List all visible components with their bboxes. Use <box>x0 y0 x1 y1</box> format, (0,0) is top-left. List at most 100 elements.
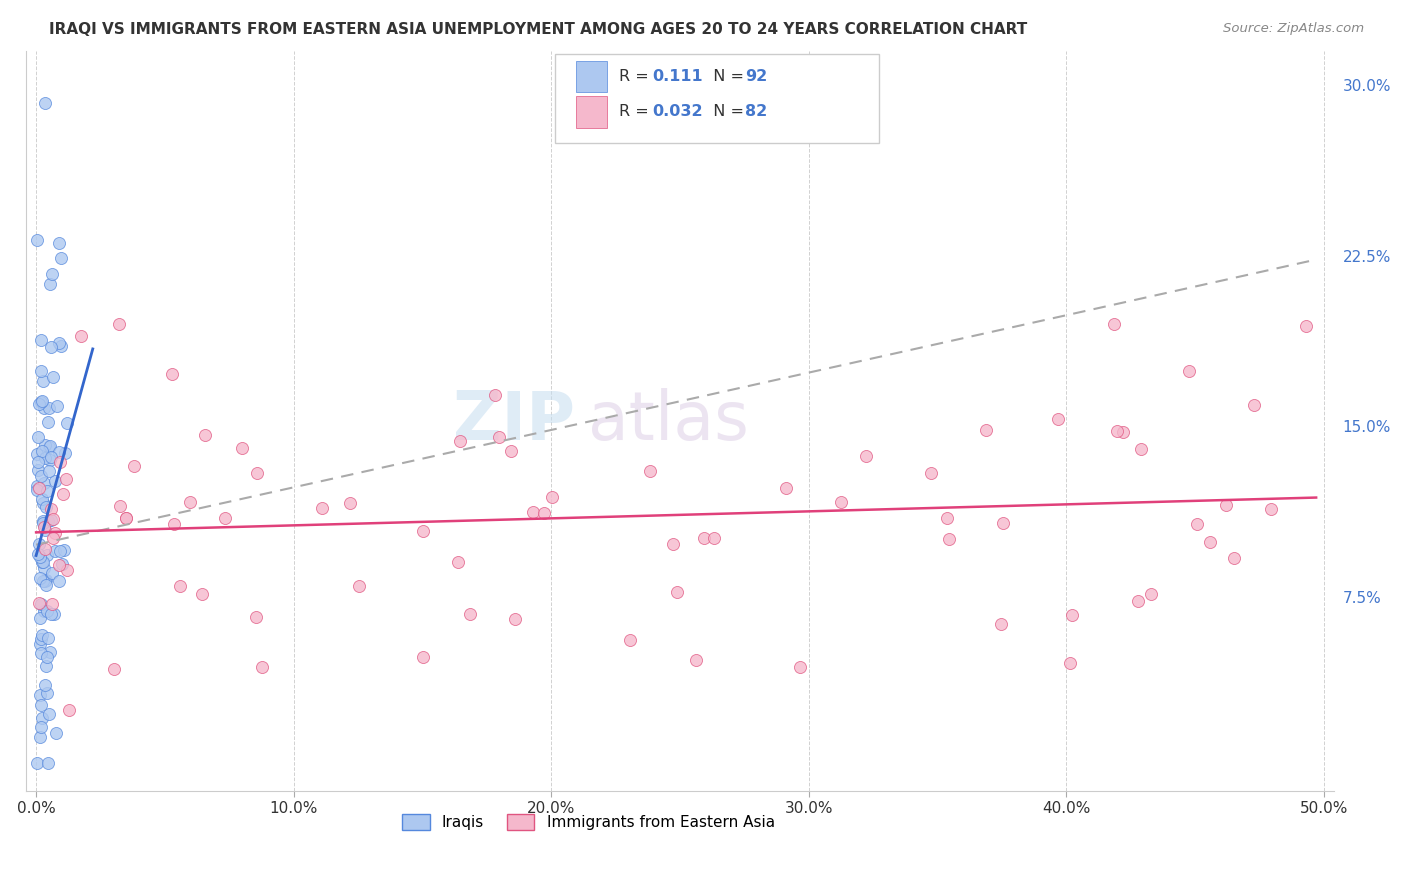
Point <box>412 649 434 664</box>
Point <box>30 364 52 378</box>
Point <box>1130 442 1153 456</box>
Point <box>30 469 52 483</box>
Point <box>30 646 52 660</box>
Point <box>48 574 70 588</box>
Point <box>936 511 959 525</box>
Point <box>28 688 51 702</box>
Point <box>37 514 59 528</box>
Point <box>55 472 77 486</box>
Point <box>1199 535 1222 549</box>
Point <box>49 455 72 469</box>
Point <box>41 598 63 612</box>
Point <box>34 450 56 465</box>
Point <box>30 395 52 409</box>
Point <box>28 637 51 651</box>
Point <box>35 658 58 673</box>
Point <box>169 579 191 593</box>
Point <box>35 578 58 592</box>
Point <box>1060 607 1083 622</box>
Point <box>42 512 65 526</box>
Point <box>35 500 58 514</box>
Point <box>662 537 685 551</box>
Point <box>42 369 65 384</box>
Point <box>32 514 55 528</box>
Point <box>488 430 510 444</box>
Point <box>114 511 136 525</box>
Point <box>51 251 73 265</box>
Point <box>27 547 49 561</box>
Point <box>449 434 471 448</box>
Point <box>194 428 217 442</box>
Point <box>1260 502 1282 516</box>
Point <box>28 550 51 565</box>
Point <box>35 686 58 700</box>
Point <box>28 481 51 495</box>
Point <box>37 631 59 645</box>
Point <box>31 710 53 724</box>
Point <box>39 501 62 516</box>
Point <box>412 524 434 538</box>
Point <box>30 720 52 734</box>
Point <box>56 416 79 430</box>
Text: 92: 92 <box>745 69 768 84</box>
Point <box>28 537 51 551</box>
Point <box>37 756 59 771</box>
Point <box>775 481 797 495</box>
Text: N =: N = <box>703 104 749 120</box>
Point <box>974 423 997 437</box>
Point <box>38 441 60 455</box>
Point <box>191 587 214 601</box>
Point <box>34 678 56 692</box>
Point <box>31 393 53 408</box>
Point <box>179 495 201 509</box>
Point <box>44 607 66 621</box>
Point <box>503 612 526 626</box>
Point <box>214 510 236 524</box>
Point <box>38 439 60 453</box>
Point <box>32 561 55 575</box>
Point <box>1295 319 1317 334</box>
Point <box>114 511 136 525</box>
Point <box>30 698 52 712</box>
Point <box>1047 411 1070 425</box>
Point <box>619 632 641 647</box>
Text: IRAQI VS IMMIGRANTS FROM EASTERN ASIA UNEMPLOYMENT AMONG AGES 20 TO 24 YEARS COR: IRAQI VS IMMIGRANTS FROM EASTERN ASIA UN… <box>49 22 1028 37</box>
Point <box>1107 424 1129 438</box>
Point <box>1243 398 1265 412</box>
Text: R =: R = <box>619 104 654 120</box>
Point <box>789 659 811 673</box>
Point <box>53 446 76 460</box>
Point <box>28 611 51 625</box>
Point <box>37 649 59 664</box>
Point <box>1102 317 1125 331</box>
Point <box>28 731 51 745</box>
Point <box>250 659 273 673</box>
Point <box>162 367 184 381</box>
Point <box>35 484 58 499</box>
Point <box>52 542 75 557</box>
Point <box>27 478 49 492</box>
Point <box>38 401 60 415</box>
Point <box>48 445 70 459</box>
Point <box>38 464 60 478</box>
Point <box>347 579 370 593</box>
Point <box>25 447 48 461</box>
Text: atlas: atlas <box>588 388 749 454</box>
Point <box>38 645 60 659</box>
Point <box>830 494 852 508</box>
Text: 0.111: 0.111 <box>652 69 703 84</box>
Point <box>638 464 661 478</box>
Point <box>447 556 470 570</box>
Point <box>52 487 75 501</box>
Point <box>32 604 55 618</box>
Point <box>58 703 80 717</box>
Text: R =: R = <box>619 69 654 84</box>
Point <box>34 523 56 537</box>
Point <box>522 505 544 519</box>
Legend: Iraqis, Immigrants from Eastern Asia: Iraqis, Immigrants from Eastern Asia <box>396 808 780 836</box>
Point <box>1139 587 1161 601</box>
Point <box>484 388 506 402</box>
Point <box>25 756 48 771</box>
Point <box>1059 656 1081 670</box>
Point <box>30 333 52 347</box>
